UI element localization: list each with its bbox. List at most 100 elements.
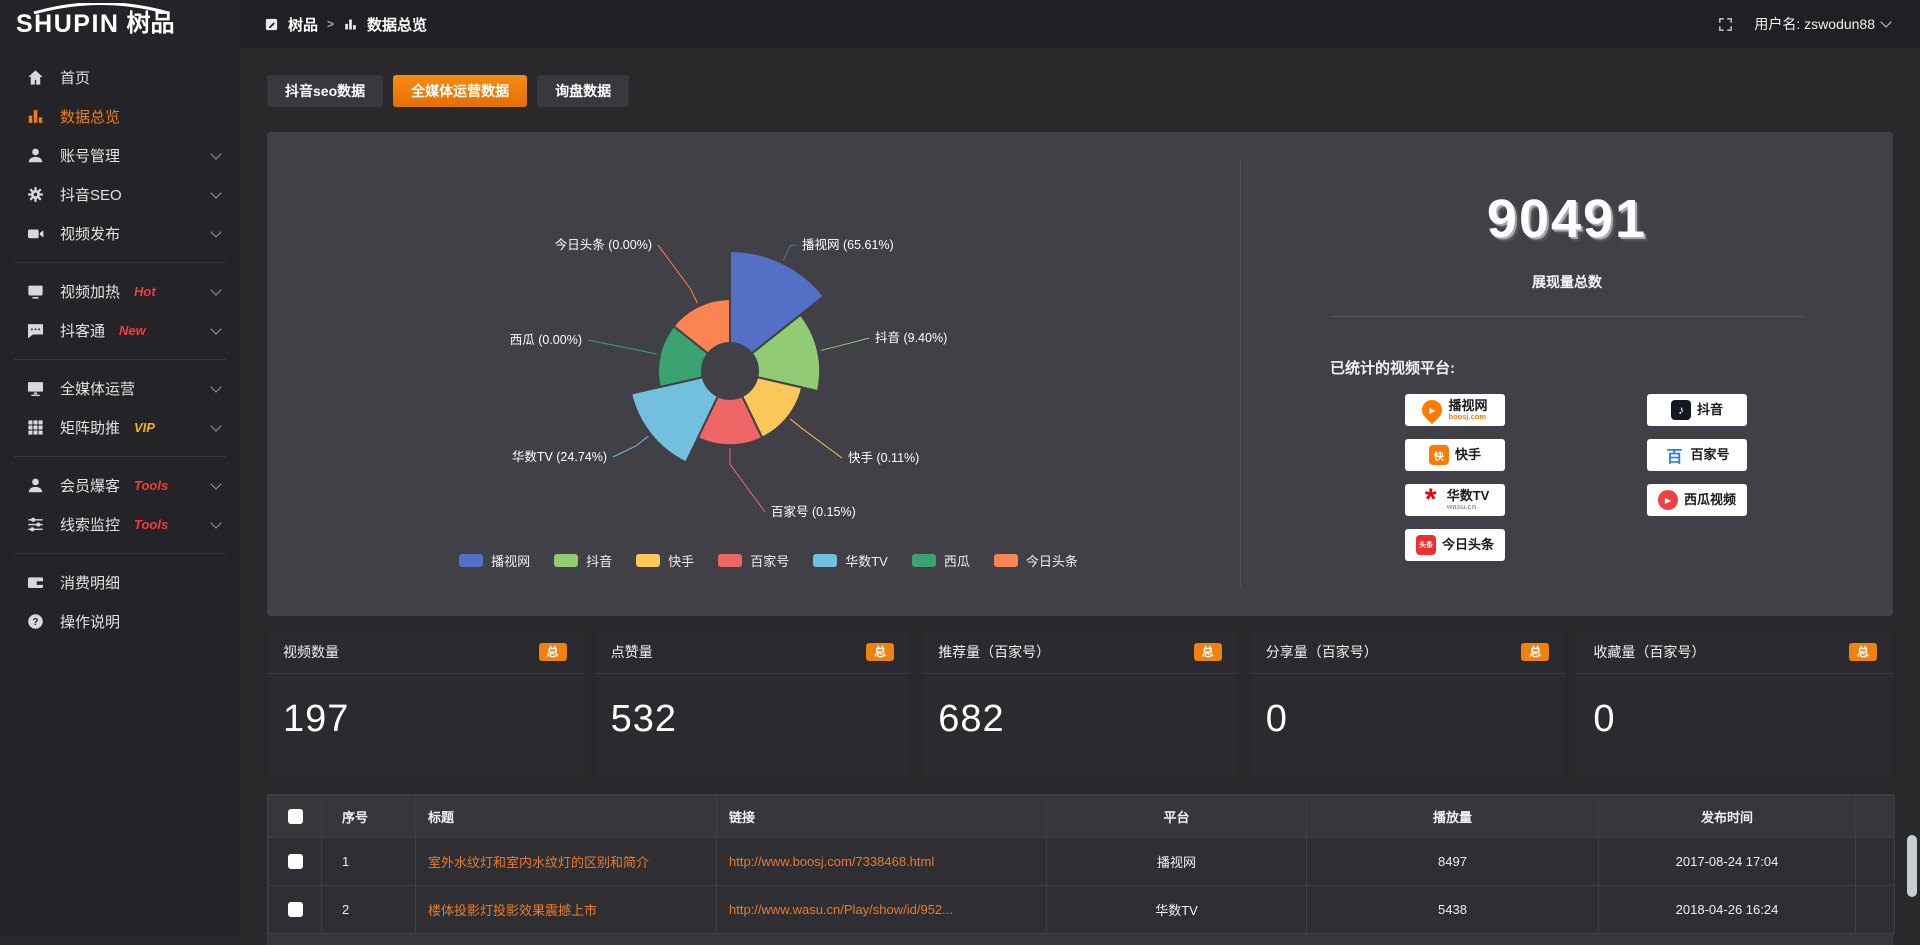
chart-legend: 播视网 抖音 快手 百家号 华数TV 西瓜 今日头条 [297, 551, 1240, 570]
sidebar-item-10[interactable]: 矩阵助推 VIP [0, 408, 240, 447]
sidebar-item-4[interactable]: 视频发布 [0, 214, 240, 253]
logo-text: SHUPIN [16, 9, 120, 38]
sidebar-item-label: 账号管理 [60, 148, 121, 165]
快手-logo-icon: 快 [1428, 445, 1449, 465]
legend-item-快手[interactable]: 快手 [636, 551, 694, 570]
sidebar-item-9[interactable]: 全媒体运营 [0, 369, 240, 408]
pie-slice-百家号[interactable] [696, 395, 764, 447]
sidebar-item-label: 线索监控 [60, 517, 121, 534]
chevron-down-icon [210, 477, 222, 490]
sidebar-divider [14, 359, 226, 360]
scrollbar-thumb[interactable] [1907, 835, 1917, 897]
grid-icon [26, 418, 45, 437]
chevron-down-icon [210, 380, 222, 393]
legend-label: 快手 [668, 554, 695, 569]
platform-badge-播视网: ▶ 播视网 boosj.com [1405, 394, 1505, 426]
video-title-link[interactable]: 室外水纹灯和室内水纹灯的区别和简介 [428, 855, 650, 870]
pie-label: 快手 (0.11%) [848, 451, 919, 465]
播视网-logo-icon: ▶ [1418, 395, 1447, 425]
column-header: 序号 [321, 795, 416, 838]
sidebar-item-7[interactable]: 抖客通 New [0, 311, 240, 350]
sidebar-item-badge: Hot [134, 284, 156, 299]
sidebar-item-label: 操作说明 [60, 614, 121, 631]
video-url-link[interactable]: http://www.wasu.cn/Play/show/id/952... [729, 902, 953, 917]
stat-card-2: 推荐量（百家号） 总 682 [922, 631, 1238, 777]
cell-platform: 华数TV [1046, 885, 1307, 934]
user2-icon [26, 476, 45, 495]
summary-panel: 90491 展现量总数 已统计的视频平台: ▶ 播视网 boosj.com 快快手 * 华… [1241, 132, 1893, 616]
legend-label: 抖音 [586, 554, 613, 569]
sidebar-item-label: 首页 [60, 70, 91, 87]
platform-name: 今日头条 [1441, 537, 1494, 553]
table-header-row: 序号 标题 链接 平台 播放量 发布时间 [268, 795, 1895, 838]
legend-item-西瓜[interactable]: 西瓜 [911, 551, 970, 570]
platform-sub: boosj.com [1448, 411, 1486, 421]
sidebar-item-13[interactable]: 线索监控 Tools [0, 505, 240, 544]
platform-name: 抖音 [1696, 402, 1723, 418]
sidebar-item-2[interactable]: 账号管理 [0, 136, 240, 175]
user-icon [26, 146, 45, 165]
row-checkbox[interactable] [287, 902, 303, 917]
label-line [612, 435, 649, 458]
video-title-link[interactable]: 楼体投影灯投影效果震撼上市 [428, 903, 598, 918]
stat-card-1: 点赞量 总 532 [594, 631, 911, 777]
legend-item-抖音[interactable]: 抖音 [554, 551, 612, 570]
video-url-link[interactable]: http://www.boosj.com/7338468.html [729, 854, 935, 869]
legend-swatch [911, 554, 936, 567]
platform-badge-快手: 快快手 [1405, 439, 1505, 471]
platform-badges-left: ▶ 播视网 boosj.com 快快手 * 华数TV wasu.cn 头条 今日头条 [1405, 394, 1505, 561]
pie-slice-抖音[interactable] [750, 313, 822, 393]
pie-slice-今日头条[interactable] [672, 298, 731, 355]
breadcrumb-item[interactable]: 树品 [288, 16, 319, 34]
sidebar-item-1[interactable]: 数据总览 [0, 97, 240, 136]
chart-icon [343, 17, 358, 32]
sidebar-item-3[interactable]: 抖音SEO [0, 175, 240, 214]
sidebar-item-label: 抖客通 [60, 323, 106, 340]
pie-slice-播视网[interactable] [729, 250, 825, 355]
vertical-divider [1240, 160, 1241, 588]
sidebar-item-label: 数据总览 [60, 109, 121, 126]
legend-swatch [813, 554, 838, 567]
cell-plays: 5438 [1306, 885, 1599, 934]
sidebar-item-12[interactable]: 会员爆客 Tools [0, 466, 240, 505]
legend-swatch [459, 554, 484, 567]
sidebar-item-label: 消费明细 [60, 575, 121, 592]
tab-1[interactable]: 全媒体运营数据 [393, 75, 528, 107]
pie-slice-华数TV[interactable] [630, 376, 719, 464]
fullscreen-icon[interactable] [1717, 16, 1734, 33]
legend-label: 华数TV [845, 554, 888, 569]
legend-item-百家号[interactable]: 百家号 [718, 551, 789, 570]
sidebar-item-badge: Tools [134, 478, 169, 493]
legend-item-华数TV[interactable]: 华数TV [813, 551, 888, 570]
question-icon: ? [26, 612, 45, 631]
sidebar-item-16[interactable]: ? 操作说明 [0, 602, 240, 641]
sidebar-item-6[interactable]: 视频加热 Hot [0, 272, 240, 311]
top-bar: SHUPIN 树品 树品 > 数据总览 用户名: zswodun88 [0, 0, 1920, 48]
tv-icon [26, 282, 45, 301]
sidebar-item-0[interactable]: 首页 [0, 58, 240, 97]
chevron-down-icon [210, 186, 222, 199]
logo-arc [33, 3, 169, 14]
sidebar-divider [14, 262, 226, 263]
legend-swatch [554, 554, 579, 567]
platform-name: 华数TV [1446, 488, 1490, 504]
legend-item-今日头条[interactable]: 今日头条 [993, 551, 1078, 570]
chevron-down-icon [210, 283, 222, 296]
tab-2[interactable]: 询盘数据 [537, 75, 630, 107]
chevron-down-icon [210, 516, 222, 529]
user-menu[interactable]: 用户名: zswodun88 [1754, 14, 1892, 34]
platform-badge-百家号: 百百家号 [1647, 439, 1747, 471]
pie-slice-快手[interactable] [741, 376, 804, 439]
select-all-checkbox[interactable] [287, 809, 303, 824]
legend-item-播视网[interactable]: 播视网 [459, 551, 530, 570]
sidebar-item-15[interactable]: 消费明细 [0, 563, 240, 602]
sidebar-divider [14, 456, 226, 457]
column-header: 平台 [1046, 795, 1307, 838]
platform-badge-华数TV: * 华数TV wasu.cn [1405, 483, 1505, 516]
topbar-right: 用户名: zswodun88 [1717, 14, 1920, 34]
sidebar-item-badge: Tools [134, 517, 169, 532]
breadcrumb-item[interactable]: 数据总览 [367, 16, 428, 34]
tab-0[interactable]: 抖音seo数据 [267, 75, 384, 107]
row-checkbox[interactable] [287, 854, 303, 869]
pie-slice-西瓜[interactable] [657, 325, 710, 388]
